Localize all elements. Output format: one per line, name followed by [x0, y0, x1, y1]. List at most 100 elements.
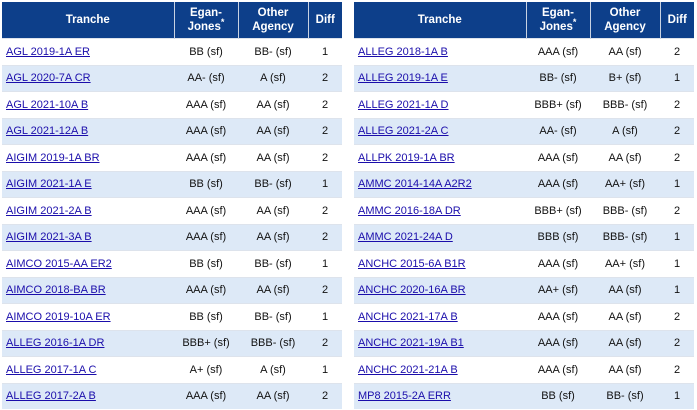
diff-cell: 2 [308, 197, 342, 224]
tranche-cell: ALLEG 2016-1A DR [2, 329, 174, 357]
tranche-link[interactable]: ANCHC 2021-17A B [358, 310, 458, 323]
egan-jones-rating-cell: AA- (sf) [526, 117, 590, 145]
egan-jones-rating-cell: AAA (sf) [526, 329, 590, 357]
tranche-link[interactable]: ALLEG 2021-2A C [358, 125, 449, 138]
table-row: AIGIM 2021-1A E BB (sf) BB- (sf) 1 [2, 170, 342, 198]
egan-jones-rating-cell: AAA (sf) [174, 382, 238, 409]
table-body-right: ALLEG 2018-1A B AAA (sf) AA (sf) 2 ALLEG 201… [354, 38, 694, 409]
tranche-link[interactable]: AIGIM 2021-2A B [6, 204, 92, 217]
tranche-cell: ALLEG 2017-1A C [2, 356, 174, 383]
tranche-cell: ANCHC 2021-19A B1 [354, 329, 526, 357]
header-egan-label: Egan-Jones [187, 7, 222, 33]
egan-jones-rating-cell: BBB (sf) [526, 223, 590, 251]
other-agency-rating-cell: AA+ (sf) [590, 250, 660, 277]
egan-jones-rating-cell: AAA (sf) [174, 144, 238, 171]
tranche-link[interactable]: ALLEG 2019-1A E [358, 72, 448, 85]
table-row: ALLEG 2017-2A B AAA (sf) AA (sf) 2 [2, 382, 342, 409]
tranche-link[interactable]: ALLEG 2017-1A C [6, 363, 97, 376]
header-egan-marker: * [572, 17, 577, 28]
tranche-link[interactable]: AIMCO 2015-AA ER2 [6, 257, 112, 270]
egan-jones-rating-cell: AAA (sf) [174, 91, 238, 118]
tranche-link[interactable]: ANCHC 2015-6A B1R [358, 257, 466, 270]
tranche-cell: AGL 2019-1A ER [2, 38, 174, 65]
other-agency-rating-cell: AA (sf) [238, 144, 308, 171]
tranche-link[interactable]: AMMC 2021-24A D [358, 231, 453, 244]
diff-cell: 2 [660, 197, 694, 224]
table-row: AIMCO 2019-10A ER BB (sf) BB- (sf) 1 [2, 303, 342, 330]
ratings-table-right: Tranche Egan-Jones* Other Agency Diff AL… [354, 2, 694, 409]
tranche-cell: AGL 2020-7A CR [2, 64, 174, 92]
tranche-link[interactable]: ALLEG 2021-1A D [358, 98, 449, 111]
other-agency-rating-cell: BBB- (sf) [590, 223, 660, 251]
diff-cell: 2 [660, 303, 694, 330]
egan-jones-rating-cell: BB (sf) [174, 250, 238, 277]
tranche-link[interactable]: ANCHC 2020-16A BR [358, 284, 466, 297]
table-row: AIGIM 2019-1A BR AAA (sf) AA (sf) 2 [2, 144, 342, 171]
tranche-cell: AMMC 2014-14A A2R2 [354, 170, 526, 198]
tranche-cell: AIGIM 2021-2A B [2, 197, 174, 224]
other-agency-rating-cell: AA (sf) [238, 91, 308, 118]
diff-cell: 1 [308, 38, 342, 65]
egan-jones-rating-cell: BB (sf) [174, 38, 238, 65]
table-row: ALLPK 2019-1A BR AAA (sf) AA (sf) 2 [354, 144, 694, 171]
tranche-link[interactable]: ANCHC 2021-19A B1 [358, 337, 464, 350]
other-agency-rating-cell: AA (sf) [238, 223, 308, 251]
other-agency-rating-cell: AA (sf) [590, 356, 660, 383]
table-row: ANCHC 2021-17A B AAA (sf) AA (sf) 2 [354, 303, 694, 330]
header-egan-marker: * [220, 17, 225, 28]
tranche-cell: ANCHC 2021-17A B [354, 303, 526, 330]
tranche-link[interactable]: ALLEG 2017-2A B [6, 390, 96, 403]
table-body-left: AGL 2019-1A ER BB (sf) BB- (sf) 1 AGL 2020-7… [2, 38, 342, 409]
ratings-table-left: Tranche Egan-Jones* Other Agency Diff AG… [2, 2, 342, 409]
tranche-cell: AGL 2021-12A B [2, 117, 174, 145]
table-row: AIMCO 2015-AA ER2 BB (sf) BB- (sf) 1 [2, 250, 342, 277]
tranche-link[interactable]: AMMC 2014-14A A2R2 [358, 178, 472, 191]
table-row: ANCHC 2015-6A B1R AAA (sf) AA+ (sf) 1 [354, 250, 694, 277]
tranche-link[interactable]: ALLPK 2019-1A BR [358, 151, 455, 164]
other-agency-rating-cell: AA (sf) [238, 382, 308, 409]
egan-jones-rating-cell: BB- (sf) [526, 64, 590, 92]
egan-jones-rating-cell: AAA (sf) [526, 170, 590, 198]
table-row: AGL 2021-10A B AAA (sf) AA (sf) 2 [2, 91, 342, 118]
tranche-cell: ANCHC 2020-16A BR [354, 276, 526, 304]
tranche-link[interactable]: AIMCO 2019-10A ER [6, 310, 111, 323]
diff-cell: 1 [660, 250, 694, 277]
other-agency-rating-cell: BB- (sf) [590, 382, 660, 409]
tranche-link[interactable]: AIGIM 2021-3A B [6, 231, 92, 244]
tranche-link[interactable]: ALLEG 2018-1A B [358, 45, 448, 58]
diff-cell: 2 [660, 91, 694, 118]
tranche-link[interactable]: ANCHC 2021-21A B [358, 363, 458, 376]
other-agency-rating-cell: BB- (sf) [238, 303, 308, 330]
table-row: ALLEG 2016-1A DR BBB+ (sf) BBB- (sf) 2 [2, 329, 342, 357]
tranche-link[interactable]: AGL 2021-12A B [6, 125, 89, 138]
diff-cell: 2 [308, 144, 342, 171]
diff-cell: 1 [660, 170, 694, 198]
tranche-link[interactable]: AGL 2019-1A ER [6, 45, 90, 58]
tranche-cell: AIGIM 2019-1A BR [2, 144, 174, 171]
tranche-cell: AIMCO 2019-10A ER [2, 303, 174, 330]
diff-cell: 2 [308, 223, 342, 251]
tranche-link[interactable]: AIMCO 2018-BA BR [6, 284, 106, 297]
table-row: AIGIM 2021-3A B AAA (sf) AA (sf) 2 [2, 223, 342, 251]
tranche-link[interactable]: AGL 2021-10A B [6, 98, 89, 111]
tranche-link[interactable]: AIGIM 2019-1A BR [6, 151, 100, 164]
tranche-cell: AMMC 2021-24A D [354, 223, 526, 251]
table-row: AIMCO 2018-BA BR AAA (sf) AA (sf) 2 [2, 276, 342, 304]
tranche-link[interactable]: AMMC 2016-18A DR [358, 204, 461, 217]
other-agency-rating-cell: BBB- (sf) [590, 91, 660, 118]
other-agency-rating-cell: BBB- (sf) [590, 197, 660, 224]
tranche-link[interactable]: AIGIM 2021-1A E [6, 178, 92, 191]
tranche-link[interactable]: ALLEG 2016-1A DR [6, 337, 105, 350]
egan-jones-rating-cell: AAA (sf) [174, 117, 238, 145]
table-row: ANCHC 2020-16A BR AA+ (sf) AA (sf) 1 [354, 276, 694, 304]
header-egan-jones: Egan-Jones* [174, 2, 239, 39]
tranche-link[interactable]: AGL 2020-7A CR [6, 72, 91, 85]
tranche-cell: AMMC 2016-18A DR [354, 197, 526, 224]
table-row: AIGIM 2021-2A B AAA (sf) AA (sf) 2 [2, 197, 342, 224]
diff-cell: 2 [660, 356, 694, 383]
header-row: Tranche Egan-Jones* Other Agency Diff [2, 2, 342, 39]
tranche-cell: AIGIM 2021-1A E [2, 170, 174, 198]
diff-cell: 2 [308, 329, 342, 357]
header-row: Tranche Egan-Jones* Other Agency Diff [354, 2, 694, 39]
tranche-link[interactable]: MP8 2015-2A ERR [358, 390, 451, 403]
